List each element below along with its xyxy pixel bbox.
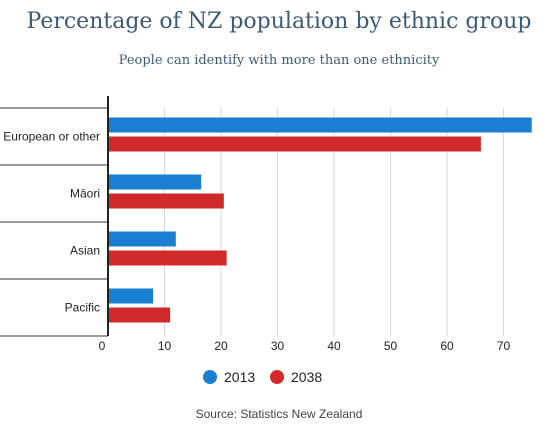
x-tick-label: 70	[497, 339, 511, 353]
chart-subtitle: People can identify with more than one e…	[119, 53, 440, 68]
bar-2038	[109, 136, 481, 152]
x-tick-label: 10	[158, 339, 172, 353]
bar-2038	[109, 307, 171, 323]
chart-title: Percentage of NZ population by ethnic gr…	[27, 9, 532, 34]
bar-2038	[109, 193, 224, 209]
x-tick-label: 50	[384, 339, 398, 353]
legend: 2013 2038	[203, 369, 322, 385]
category-label: Pacific	[65, 301, 100, 315]
legend-label: 2013	[224, 369, 255, 385]
x-axis-ticks: 0 10 20 30 40 50 60 70	[99, 339, 511, 353]
bar-2013	[109, 288, 154, 304]
x-tick-label: 20	[214, 339, 228, 353]
x-tick-label: 40	[327, 339, 341, 353]
legend-marker-2013	[203, 370, 217, 384]
bar-2038	[109, 250, 227, 266]
legend-label: 2038	[291, 369, 322, 385]
category-label: European or other	[3, 130, 100, 144]
category-label: Asian	[70, 244, 100, 258]
category-axis: European or other Māori Asian Pacific	[0, 96, 109, 337]
x-tick-label: 60	[440, 339, 454, 353]
category-label: Māori	[70, 187, 100, 201]
bars	[109, 117, 532, 323]
bar-2013	[109, 117, 532, 133]
legend-marker-2038	[270, 370, 284, 384]
source-note: Source: Statistics New Zealand	[196, 407, 363, 421]
bar-2013	[109, 231, 176, 247]
x-tick-label: 30	[271, 339, 285, 353]
x-tick-label: 0	[99, 339, 106, 353]
bar-2013	[109, 174, 202, 190]
